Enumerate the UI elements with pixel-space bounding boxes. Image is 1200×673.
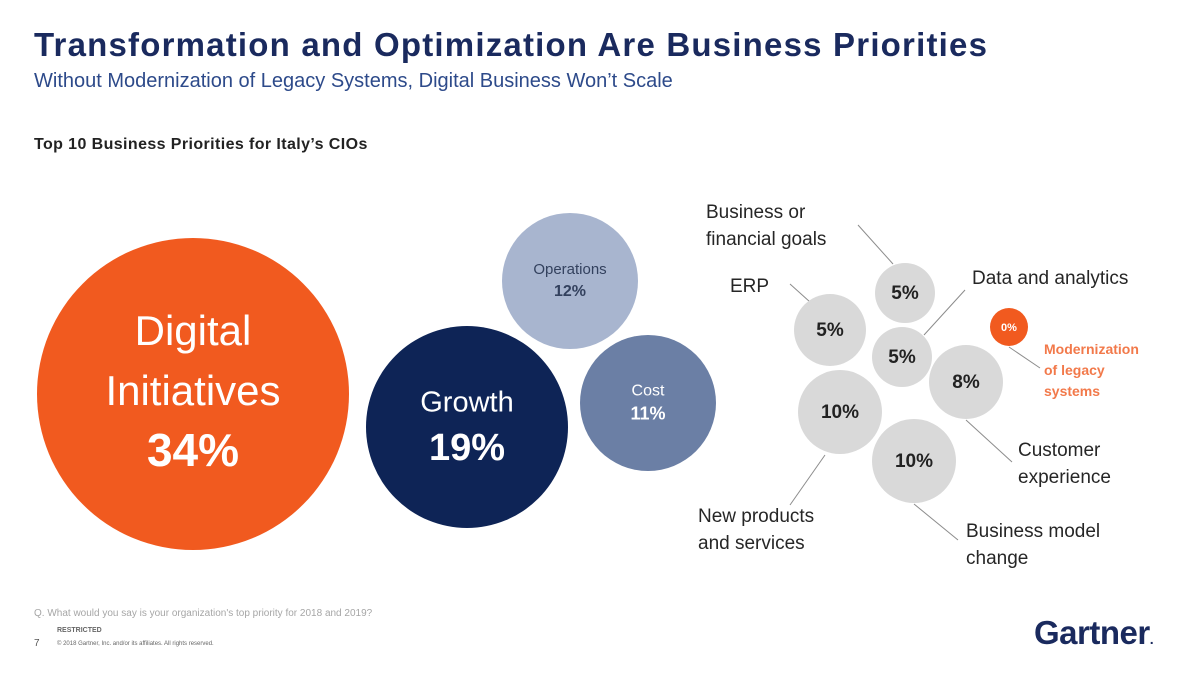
bubble-circle-operations [502, 213, 638, 349]
bubble-name-digital-1: Initiatives [105, 367, 280, 414]
bubble-value-cost: 11% [630, 403, 665, 423]
bubble-label-data-analytics-0: Data and analytics [972, 268, 1128, 289]
chart-title: Top 10 Business Priorities for Italy’s C… [34, 136, 368, 153]
bubble-growth: Growth 19% [366, 326, 568, 528]
bubble-label-business-model-1: change [966, 548, 1028, 569]
bubble-circle-cost [580, 335, 716, 471]
bubble-modernization: 0% Modernization of legacy systems [990, 308, 1139, 399]
bubble-circle-business-model [872, 419, 956, 503]
bubble-label-business-model-0: Business model [966, 521, 1100, 542]
bubble-digital: Digital Initiatives 34% [37, 238, 349, 550]
leader-line-erp [789, 283, 811, 303]
bubble-value-growth: 19% [429, 427, 505, 469]
logo-text: Gartner [1034, 614, 1150, 651]
bubble-new-products: 10% New products and services [698, 370, 882, 554]
bubble-label-new-products-0: New products [698, 506, 814, 527]
bubble-label-customer-experience-0: Customer [1018, 440, 1101, 461]
bubble-name-growth-0: Growth [420, 387, 513, 419]
bubble-value-modernization: 0% [1001, 322, 1017, 334]
bubble-erp: 5% ERP [730, 276, 866, 366]
bubble-value-data-analytics: 5% [888, 347, 916, 368]
bubble-label-business-financial-goals-1: financial goals [706, 229, 826, 250]
bubble-circle-data-analytics [872, 327, 932, 387]
bubble-value-customer-experience: 8% [952, 372, 980, 393]
gartner-logo: Gartner. [1034, 614, 1154, 652]
bubble-operations: Operations 12% [502, 213, 638, 349]
survey-question-footnote: Q. What would you say is your organizati… [34, 608, 373, 619]
bubble-name-cost-0: Cost [632, 383, 665, 400]
bubble-business-financial-goals: 5% Business or financial goals [706, 202, 935, 323]
logo-dot: . [1149, 631, 1154, 647]
bubble-circle-business-financial-goals [875, 263, 935, 323]
bubble-cost: Cost 11% [580, 335, 716, 471]
bubble-circle-erp [794, 294, 866, 366]
copyright-notice: © 2018 Gartner, Inc. and/or its affiliat… [57, 641, 214, 647]
bubble-circle-modernization [990, 308, 1028, 346]
leader-line-business-financial-goals [857, 224, 894, 265]
leader-line-modernization [1008, 346, 1041, 369]
bubble-value-business-financial-goals: 5% [891, 283, 919, 304]
bubble-label-customer-experience-1: experience [1018, 467, 1111, 488]
bubble-label-erp-0: ERP [730, 276, 769, 297]
bubble-label-modernization-0: Modernization [1044, 341, 1139, 357]
bubble-value-erp: 5% [816, 320, 844, 341]
page-number: 7 [34, 638, 40, 649]
bubble-label-modernization-2: systems [1044, 383, 1100, 399]
leader-line-data-analytics [923, 289, 966, 336]
bubble-circle-growth [366, 326, 568, 528]
bubble-label-modernization-1: of legacy [1044, 362, 1105, 378]
leader-line-new-products [789, 454, 826, 506]
bubble-value-business-model: 10% [895, 451, 933, 472]
bubble-label-business-financial-goals-0: Business or [706, 202, 806, 223]
bubble-customer-experience: 8% Customer experience [929, 345, 1111, 488]
bubble-circle-customer-experience [929, 345, 1003, 419]
leader-line-customer-experience [965, 419, 1013, 463]
slide-subtitle: Without Modernization of Legacy Systems,… [34, 70, 673, 92]
slide-title: Transformation and Optimization Are Busi… [34, 26, 989, 63]
bubble-circle-digital [37, 238, 349, 550]
leader-line-business-model [913, 503, 959, 541]
bubble-value-digital: 34% [147, 424, 239, 476]
bubble-value-new-products: 10% [821, 402, 859, 423]
bubble-business-model: 10% Business model change [872, 419, 1100, 569]
bubble-circle-new-products [798, 370, 882, 454]
bubble-data-analytics: 5% Data and analytics [872, 268, 1128, 387]
bubble-value-operations: 12% [554, 283, 586, 300]
restricted-label: RESTRICTED [57, 627, 102, 634]
bubble-name-digital-0: Digital [135, 307, 252, 354]
bubble-label-new-products-1: and services [698, 533, 805, 554]
bubble-name-operations-0: Operations [533, 261, 606, 278]
